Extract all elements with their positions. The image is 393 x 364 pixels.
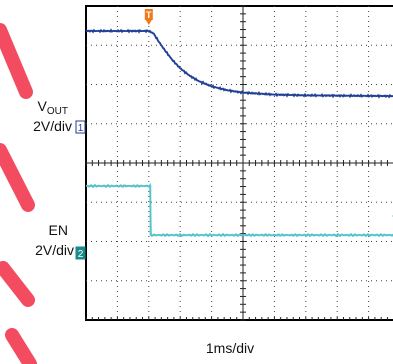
trigger-marker-arrow-icon <box>145 20 152 25</box>
vout-trace <box>85 28 393 99</box>
en-trace <box>86 182 393 238</box>
vout-label: VOUT <box>37 98 68 117</box>
channel-2-marker-text: 2 <box>78 249 84 260</box>
trigger-marker <box>144 9 153 20</box>
en-label: EN <box>48 222 68 238</box>
en-scale-label: 2V/div <box>35 242 74 258</box>
channel-1-marker-text: 1 <box>78 123 84 134</box>
x-axis-label: 1ms/div <box>205 340 255 356</box>
channel-1-marker <box>75 120 86 134</box>
channel-2-marker <box>75 246 86 260</box>
trigger-marker-text: T <box>146 10 152 20</box>
vout-scale-label: 2V/div <box>33 118 72 134</box>
